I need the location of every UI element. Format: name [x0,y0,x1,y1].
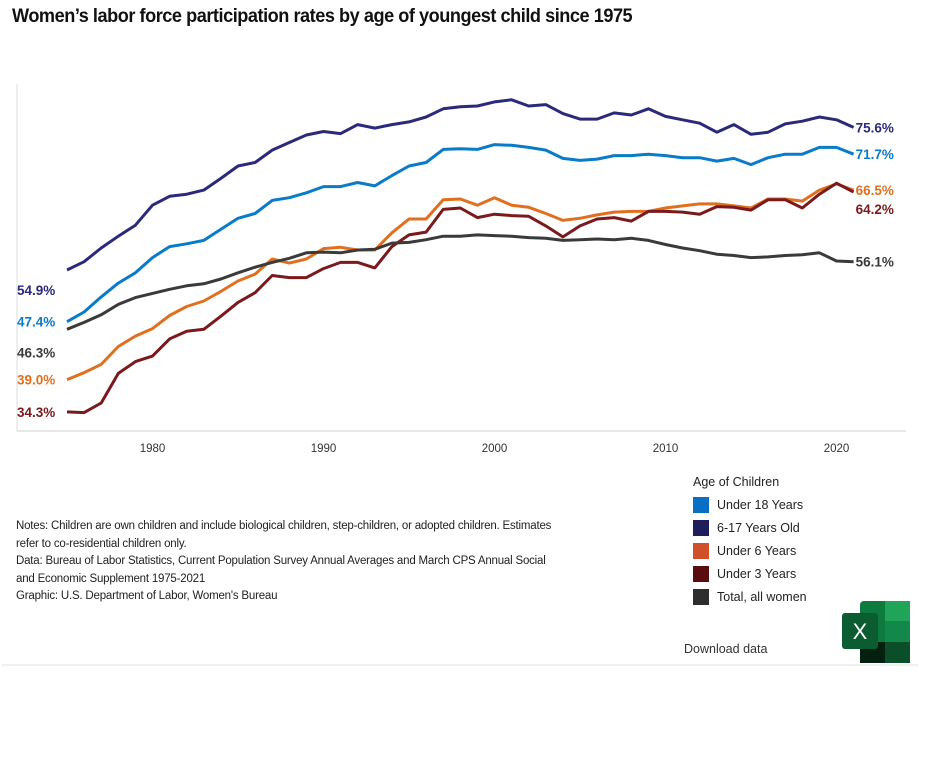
start-value-label: 46.3% [17,345,55,360]
legend-swatch [693,542,709,559]
legend-title: Age of Children [693,475,780,489]
x-tick-label: 1980 [140,443,166,455]
data-source-line: and Economic Supplement 1975-2021 [16,572,206,585]
series-labels: 54.9% 75.6% 47.4% 71.7% 39.0% 66.5% 34.3% 64.2%… [17,120,894,420]
x-tick-label: 2010 [653,443,679,455]
excel-icon[interactable]: X [842,601,912,663]
legend-swatch [693,496,709,513]
x-tick-label: 1990 [311,443,337,455]
legend-label: Under 3 Years [717,566,797,581]
svg-text:X: X [853,619,868,644]
legend-label: 6-17 Years Old [717,520,800,535]
series-line-under-6-years[interactable] [66,182,855,381]
legend-label: Under 6 Years [717,543,797,558]
series-line-total-all-women[interactable] [66,233,854,331]
x-tick-label: 2020 [824,443,850,455]
legend-item-total[interactable]: Total, all women [693,585,807,608]
legend-swatch [693,565,709,582]
series-line-under-18-years[interactable] [66,143,855,324]
end-value-label: 64.2% [856,202,894,217]
legend-item-under-6[interactable]: Under 6 Years [693,539,807,562]
end-value-label: 71.7% [856,147,894,162]
line-chart: 1980 1990 2000 2010 2020 54.9% 75.6% 47.4% 71.7… [16,84,906,455]
notes-line: Notes: Children are own children and inc… [16,520,552,532]
notes-line: refer to co-residential children only. [16,537,187,550]
graphic-credit: Graphic: U.S. Department of Labor, Women… [16,590,278,602]
legend-item-under-3[interactable]: Under 3 Years [693,562,807,585]
start-value-label: 54.9% [17,283,55,298]
download-data-link[interactable]: Download data [684,642,768,656]
section-divider [2,664,918,666]
chart-legend: Age of Children Under 18 Years 6-17 Year… [693,475,807,608]
series-line-under-3-years[interactable] [66,181,855,415]
chart-title: Women’s labor force participation rates … [12,5,633,27]
legend-item-under-18[interactable]: Under 18 Years [693,493,807,516]
end-value-label: 66.5% [856,183,894,198]
end-value-label: 75.6% [856,120,894,135]
legend-swatch [693,519,709,536]
end-value-label: 56.1% [856,255,894,270]
chart-notes: Notes: Children are own children and inc… [16,518,696,606]
series-line-6-17-years-old[interactable] [66,98,855,272]
legend-label: Total, all women [717,589,807,604]
start-value-label: 39.0% [17,373,55,388]
series-lines [66,98,855,415]
legend-label: Under 18 Years [717,497,804,512]
legend-item-6-17[interactable]: 6-17 Years Old [693,516,807,539]
start-value-label: 47.4% [17,315,55,330]
legend-swatch [693,588,709,605]
data-source-line: Data: Bureau of Labor Statistics, Curren… [16,555,546,567]
x-tick-label: 2000 [482,443,508,455]
start-value-label: 34.3% [17,405,55,420]
x-axis-ticks: 1980 1990 2000 2010 2020 [140,443,850,455]
